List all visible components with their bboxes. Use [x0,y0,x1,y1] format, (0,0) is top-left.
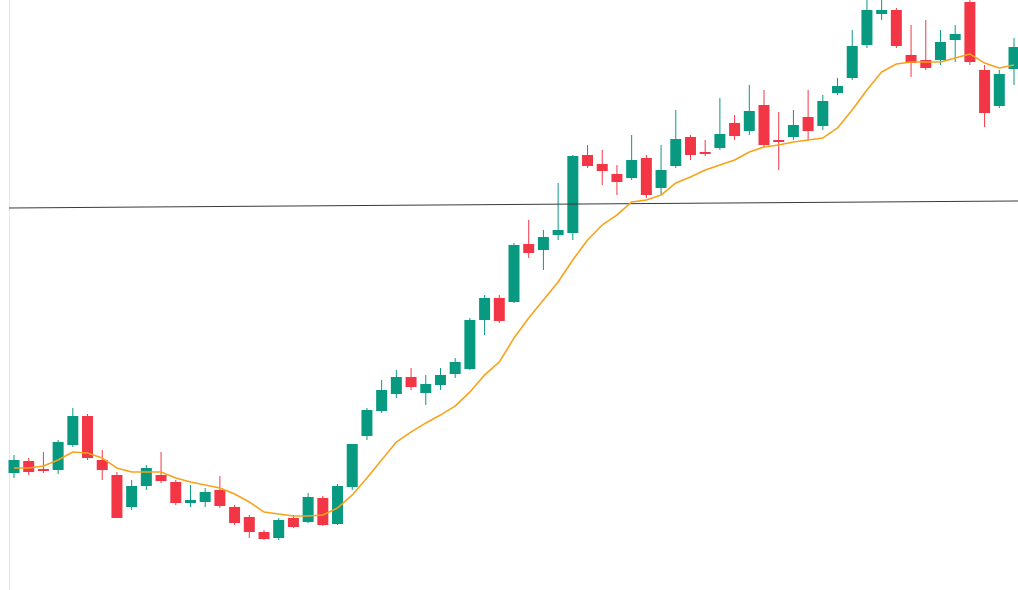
candle-body [508,245,520,302]
candle-body [332,486,344,524]
candle-body [890,10,902,46]
candle-body [8,460,20,473]
candle-body [126,486,138,507]
candle-body [243,517,255,532]
candle-body [479,298,491,320]
candle-body [449,362,461,374]
candle-body [670,139,682,166]
candle-body [464,320,476,369]
candle-body [729,123,741,136]
candle-body [229,507,241,523]
candle-body [23,461,35,472]
candle-body [846,46,858,78]
candle-body [170,482,182,503]
candle-body [140,468,152,486]
trend-line [8,200,1018,209]
candle-body [346,444,358,487]
candle-body [920,60,932,68]
candle-body [537,237,549,250]
candle-body [684,137,696,155]
candle-body [523,244,535,253]
candle-body [949,34,961,40]
candle-body [376,390,388,411]
candle-body [626,160,638,178]
candle-body [640,158,652,195]
candle-body [420,384,432,393]
candle-body [287,518,299,527]
candle-body [773,140,785,142]
candle-body [611,174,623,182]
candle-body [905,55,917,63]
candle-body [52,442,64,470]
candle-body [405,377,417,387]
candle-body [82,416,94,458]
candle-body [199,492,211,502]
candle-body [67,416,79,445]
candle-body [258,532,270,539]
candle-body [993,74,1005,106]
candle-body [567,156,579,233]
candle-body [155,475,167,481]
candle-body [861,10,873,45]
candle-body [699,152,711,154]
candle-body [96,460,108,470]
candle-body [390,377,402,394]
candle-body [214,490,226,506]
moving-average-line [14,53,1015,517]
candle-body [493,298,505,321]
candle-body [832,86,844,93]
candle-body [434,375,446,385]
candle-body [582,155,594,166]
candle-body [596,164,608,171]
candle-body [37,469,49,471]
candle-body [1008,47,1018,69]
candle-body [934,42,946,60]
candle-body [361,410,373,436]
candle-body [552,230,564,235]
candle-body [787,125,799,137]
candle-body [111,475,123,518]
candle-body [743,111,755,131]
candle-body [817,101,829,126]
candle-body [802,117,814,131]
candle-body [184,500,196,503]
candle-body [714,134,726,148]
candle-body [655,170,667,188]
candle-body [979,70,991,113]
candle-body [758,105,770,145]
candle-body [273,520,285,538]
candle-body [964,2,976,62]
candle-body [302,497,314,522]
candle-body [876,10,888,14]
candle-body [317,498,329,525]
